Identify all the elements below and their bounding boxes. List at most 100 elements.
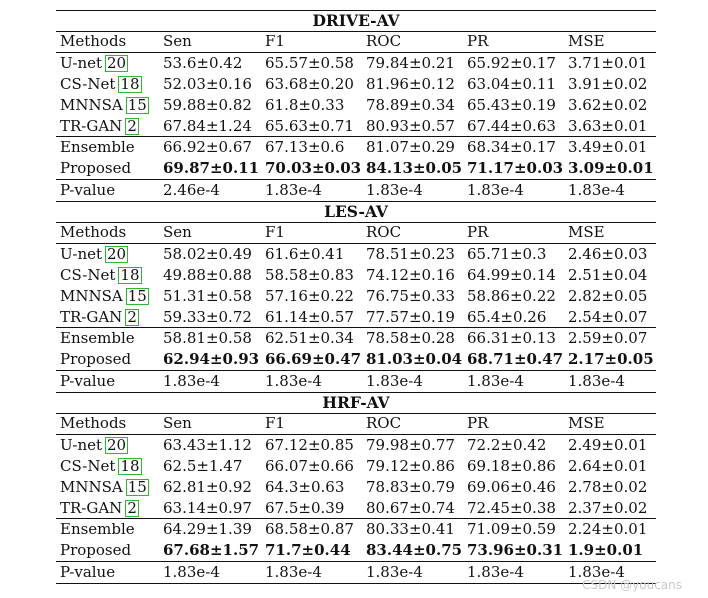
value-cell: 1.83e-4 (163, 563, 220, 581)
value-cell: 62.94±0.93 (163, 350, 260, 368)
method-cell: Proposed (60, 541, 132, 559)
value-cell: 1.83e-4 (467, 563, 524, 581)
table-row: Proposed 69.87±0.11 70.03±0.03 84.13±0.05 71… (56, 158, 656, 179)
value-cell: 80.93±0.57 (366, 117, 455, 135)
method-cell: CS-Net 18 (60, 75, 142, 93)
value-cell: 66.92±0.67 (163, 138, 252, 156)
value-cell: 3.63±0.01 (568, 117, 648, 135)
citation-link[interactable]: 15 (125, 478, 149, 496)
value-cell: 2.64±0.01 (568, 457, 648, 475)
value-cell: 63.43±1.12 (163, 436, 252, 454)
value-cell: 79.98±0.77 (366, 436, 455, 454)
table-rule (56, 561, 656, 563)
value-cell: 78.58±0.28 (366, 329, 455, 347)
header-row: Methods Sen F1 ROC PR MSE (56, 222, 656, 243)
value-cell: 78.89±0.34 (366, 96, 455, 114)
citation-link[interactable]: 2 (125, 308, 139, 326)
table-rule (56, 31, 656, 32)
value-cell: 2.59±0.07 (568, 329, 648, 347)
value-cell: 2.37±0.02 (568, 499, 648, 517)
table-rule (56, 179, 656, 181)
value-cell: 81.96±0.12 (366, 75, 455, 93)
column-header: F1 (265, 414, 285, 432)
table-row: Ensemble 66.92±0.67 67.13±0.6 81.07±0.29 68.… (56, 137, 656, 158)
method-cell: U-net 20 (60, 54, 129, 72)
value-cell: 58.58±0.83 (265, 266, 354, 284)
method-cell: TR-GAN 2 (60, 117, 139, 135)
citation-link[interactable]: 15 (125, 96, 149, 114)
value-cell: 2.46±0.03 (568, 245, 648, 263)
value-cell: 53.6±0.42 (163, 54, 243, 72)
table-rule (56, 222, 656, 223)
citation-link[interactable]: 20 (105, 436, 129, 454)
citation-link[interactable]: 18 (118, 457, 142, 475)
value-cell: 58.86±0.22 (467, 287, 556, 305)
citation-link[interactable]: 2 (125, 117, 139, 135)
value-cell: 3.62±0.02 (568, 96, 648, 114)
value-cell: 73.96±0.31 (467, 541, 564, 559)
value-cell: 81.03±0.04 (366, 350, 463, 368)
table-row: Ensemble 58.81±0.58 62.51±0.34 78.58±0.28 66… (56, 328, 656, 349)
value-cell: 66.69±0.47 (265, 350, 362, 368)
value-cell: 1.83e-4 (265, 181, 322, 199)
value-cell: 65.63±0.71 (265, 117, 354, 135)
value-cell: 68.34±0.17 (467, 138, 556, 156)
value-cell: 59.33±0.72 (163, 308, 252, 326)
value-cell: 68.71±0.47 (467, 350, 564, 368)
value-cell: 65.71±0.3 (467, 245, 547, 263)
value-cell: 80.67±0.74 (366, 499, 455, 517)
value-cell: 61.8±0.33 (265, 96, 345, 114)
citation-link[interactable]: 2 (125, 499, 139, 517)
table-row: P-value 1.83e-4 1.83e-4 1.83e-4 1.83e-4 1.83e… (56, 371, 656, 392)
table-rule (56, 201, 656, 203)
column-header: F1 (265, 223, 285, 241)
table-rule (56, 370, 656, 372)
value-cell: 81.07±0.29 (366, 138, 455, 156)
table-row: MNNSA 15 59.88±0.82 61.8±0.33 78.89±0.34 65.4… (56, 95, 656, 116)
citation-link[interactable]: 15 (125, 287, 149, 305)
value-cell: 61.6±0.41 (265, 245, 345, 263)
citation-link[interactable]: 18 (118, 266, 142, 284)
citation-link[interactable]: 20 (105, 245, 129, 263)
table-row: TR-GAN 2 59.33±0.72 61.14±0.57 77.57±0.19 65.… (56, 307, 656, 328)
value-cell: 63.04±0.11 (467, 75, 556, 93)
table-rule (56, 392, 656, 394)
value-cell: 58.81±0.58 (163, 329, 252, 347)
value-cell: 3.71±0.01 (568, 54, 648, 72)
watermark: CSDN @youcans (582, 578, 682, 592)
value-cell: 2.46e-4 (163, 181, 220, 199)
method-cell: MNNSA 15 (60, 287, 149, 305)
column-header: Methods (60, 32, 127, 50)
citation-link[interactable]: 20 (105, 54, 129, 72)
value-cell: 67.5±0.39 (265, 499, 345, 517)
method-cell: MNNSA 15 (60, 96, 149, 114)
value-cell: 49.88±0.88 (163, 266, 252, 284)
column-header: MSE (568, 32, 605, 50)
table-rule (56, 583, 656, 585)
value-cell: 69.06±0.46 (467, 478, 556, 496)
value-cell: 67.68±1.57 (163, 541, 260, 559)
value-cell: 66.31±0.13 (467, 329, 556, 347)
value-cell: 65.57±0.58 (265, 54, 354, 72)
table-row: P-value 1.83e-4 1.83e-4 1.83e-4 1.83e-4 1.83e… (56, 562, 656, 583)
column-header: Sen (163, 32, 192, 50)
method-cell: MNNSA 15 (60, 478, 149, 496)
value-cell: 3.49±0.01 (568, 138, 648, 156)
method-cell: U-net 20 (60, 245, 129, 263)
value-cell: 2.78±0.02 (568, 478, 648, 496)
value-cell: 61.14±0.57 (265, 308, 354, 326)
value-cell: 65.92±0.17 (467, 54, 556, 72)
table-row: CS-Net 18 52.03±0.16 63.68±0.20 81.96±0.12 63… (56, 74, 656, 95)
table-row: CS-Net 18 49.88±0.88 58.58±0.83 74.12±0.16 64… (56, 265, 656, 286)
value-cell: 1.83e-4 (467, 181, 524, 199)
value-cell: 78.83±0.79 (366, 478, 455, 496)
column-header: Sen (163, 414, 192, 432)
value-cell: 69.87±0.11 (163, 159, 260, 177)
value-cell: 52.03±0.16 (163, 75, 252, 93)
value-cell: 70.03±0.03 (265, 159, 362, 177)
value-cell: 3.09±0.01 (568, 159, 654, 177)
table-rule (56, 10, 656, 12)
table-row: Proposed 67.68±1.57 71.7±0.44 83.44±0.75 73.… (56, 540, 656, 561)
section-title: LES-AV (324, 202, 388, 221)
citation-link[interactable]: 18 (118, 75, 142, 93)
